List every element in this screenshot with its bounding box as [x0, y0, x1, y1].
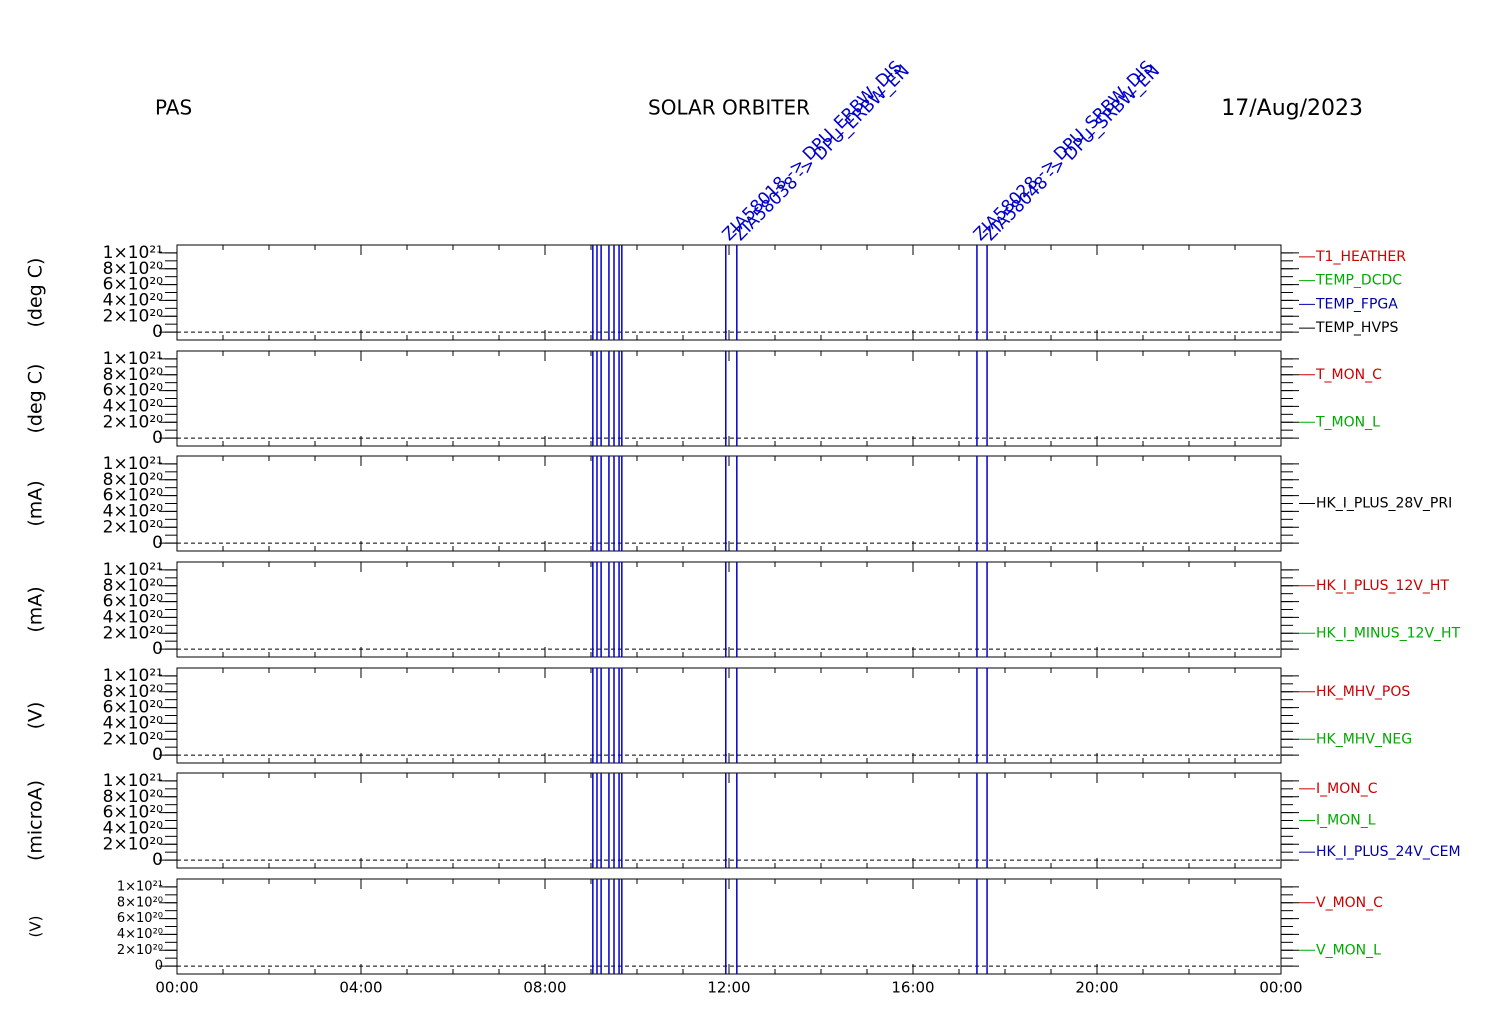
y-axis-label: (microA) [25, 780, 47, 861]
y-tick-label: 2×10²⁰ [103, 834, 164, 854]
y-tick-label: 1×10²¹ [103, 454, 163, 474]
y-tick-label: 2×10²⁰ [103, 517, 164, 537]
y-tick-label: 0 [152, 850, 163, 870]
legend-entry: HK_I_PLUS_12V_HT [1316, 578, 1449, 594]
y-tick-label: 6×10²⁰ [103, 698, 164, 718]
y-tick-label: 6×10²⁰ [103, 803, 164, 823]
y-tick-label: 1×10²¹ [103, 560, 163, 580]
y-tick-label: 0 [152, 322, 163, 342]
y-axis-label: (deg C) [25, 364, 47, 434]
legend-entry: TEMP_FPGA [1315, 296, 1398, 312]
x-tick-label: 16:00 [891, 979, 934, 997]
y-tick-label: 1×10²¹ [103, 666, 163, 686]
legend-entry: T1_HEATHER [1315, 249, 1406, 265]
y-tick-label: 1×10²¹ [103, 771, 163, 791]
plot-frame [176, 772, 1282, 869]
y-tick-label: 4×10²⁰ [103, 290, 164, 310]
y-axis-label: (deg C) [25, 258, 47, 328]
plot-frame [176, 244, 1282, 341]
y-tick-label: 6×10²⁰ [103, 486, 164, 506]
legend-entry: T_MON_L [1315, 414, 1380, 430]
y-tick-label: 1×10²¹ [117, 879, 163, 894]
x-tick-label: 04:00 [339, 979, 382, 997]
y-axis-label: (V) [27, 916, 45, 938]
y-tick-label: 6×10²⁰ [103, 381, 164, 401]
legend-entry: HK_MHV_NEG [1316, 731, 1412, 747]
header-center: SOLAR ORBITER [648, 96, 810, 120]
legend-entry: T_MON_C [1315, 367, 1382, 383]
y-tick-label: 4×10²⁰ [103, 501, 164, 521]
legend-entry: HK_I_PLUS_28V_PRI [1316, 496, 1452, 512]
y-tick-label: 8×10²⁰ [103, 576, 164, 596]
legend-entry: HK_I_MINUS_12V_HT [1316, 625, 1461, 641]
plot-frame [176, 561, 1282, 658]
header-right: 17/Aug/2023 [1221, 96, 1363, 121]
y-tick-label: 4×10²⁰ [103, 818, 164, 838]
y-axis-label: (mA) [25, 586, 47, 632]
plot-frame [176, 455, 1282, 552]
x-tick-label: 20:00 [1075, 979, 1118, 997]
y-tick-label: 0 [152, 533, 163, 553]
y-tick-label: 2×10²⁰ [103, 729, 164, 749]
y-tick-label: 4×10²⁰ [103, 396, 164, 416]
y-tick-label: 2×10²⁰ [103, 306, 164, 326]
y-tick-label: 8×10²⁰ [103, 470, 164, 490]
y-axis-label: (mA) [25, 480, 47, 526]
y-tick-label: 0 [152, 639, 163, 659]
y-tick-label: 4×10²⁰ [103, 713, 164, 733]
y-tick-label: 6×10²⁰ [103, 592, 164, 612]
y-tick-label: 1×10²¹ [103, 243, 163, 263]
legend-entry: HK_I_PLUS_24V_CEM [1316, 844, 1461, 860]
x-tick-label: 00:00 [155, 979, 198, 997]
legend-entry: HK_MHV_POS [1316, 684, 1410, 700]
y-tick-label: 1×10²¹ [103, 349, 163, 369]
header-left: PAS [155, 96, 192, 120]
y-tick-label: 4×10²⁰ [103, 607, 164, 627]
y-tick-label: 6×10²⁰ [103, 275, 164, 295]
y-axis-label: (V) [25, 702, 47, 730]
y-tick-label: 2×10²⁰ [103, 412, 164, 432]
y-tick-label: 8×10²⁰ [103, 365, 164, 385]
y-tick-label: 2×10²⁰ [103, 623, 164, 643]
y-tick-label: 6×10²⁰ [117, 911, 163, 926]
x-tick-label: 12:00 [707, 979, 750, 997]
y-tick-label: 0 [152, 745, 163, 765]
y-tick-label: 8×10²⁰ [117, 895, 163, 910]
plot-frame [176, 878, 1282, 975]
event-label: ZIA58038 -> DPU_ERBW_EN [730, 61, 914, 245]
legend-entry: I_MON_C [1316, 781, 1378, 797]
y-tick-label: 0 [152, 428, 163, 448]
plot-frame [176, 350, 1282, 447]
x-tick-label: 08:00 [523, 979, 566, 997]
y-tick-label: 8×10²⁰ [103, 259, 164, 279]
legend-entry: V_MON_C [1316, 895, 1383, 911]
event-label: ZIA58048 -> DPU_SRBW_EN [980, 61, 1164, 245]
legend-entry: TEMP_HVPS [1315, 320, 1398, 336]
legend-entry: TEMP_DCDC [1315, 273, 1402, 289]
legend-entry: I_MON_L [1316, 813, 1376, 829]
y-tick-label: 4×10²⁰ [117, 927, 163, 942]
x-tick-label: 00:00 [1259, 979, 1302, 997]
plot-frame [176, 667, 1282, 764]
y-tick-label: 0 [155, 959, 163, 974]
y-tick-label: 8×10²⁰ [103, 787, 164, 807]
legend-entry: V_MON_L [1316, 942, 1381, 958]
y-tick-label: 8×10²⁰ [103, 682, 164, 702]
y-tick-label: 2×10²⁰ [117, 943, 163, 958]
